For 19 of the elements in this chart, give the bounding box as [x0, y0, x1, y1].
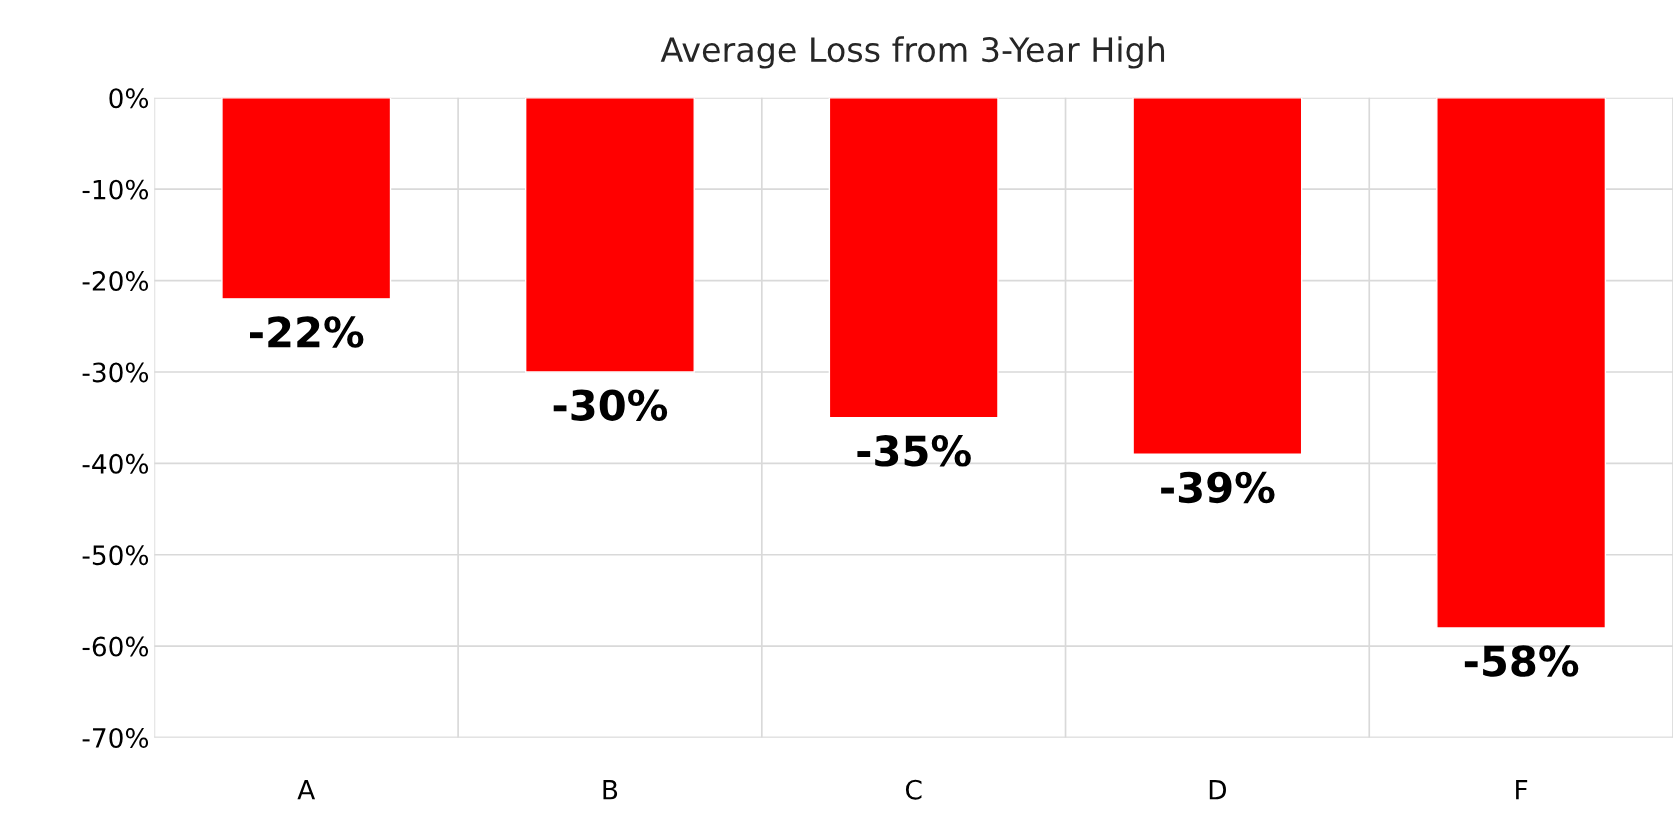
y-tick-label: -40%: [82, 453, 149, 474]
x-tick-label: B: [603, 780, 618, 800]
y-tick-label: -60%: [82, 636, 149, 657]
y-tick-label: -20%: [82, 271, 149, 291]
x-tick-label: A: [297, 780, 316, 800]
chart-title: Average Loss from 3-Year High: [660, 36, 1165, 69]
x-tick-label: D: [1209, 780, 1226, 800]
y-tick-label: -10%: [82, 179, 149, 200]
x-tick-label: F: [1516, 780, 1528, 800]
x-tick-label: C: [905, 779, 922, 800]
data-label: -22%: [249, 316, 364, 348]
y-tick-label: -70%: [82, 728, 149, 748]
y-tick-label: 0%: [109, 88, 149, 109]
data-label: -39%: [1161, 471, 1275, 504]
y-tick-label: -50%: [82, 545, 149, 566]
y-tick-label: -30%: [82, 362, 149, 383]
data-label: -30%: [553, 389, 668, 421]
data-label: -35%: [857, 435, 971, 467]
data-label: -58%: [1464, 645, 1579, 677]
